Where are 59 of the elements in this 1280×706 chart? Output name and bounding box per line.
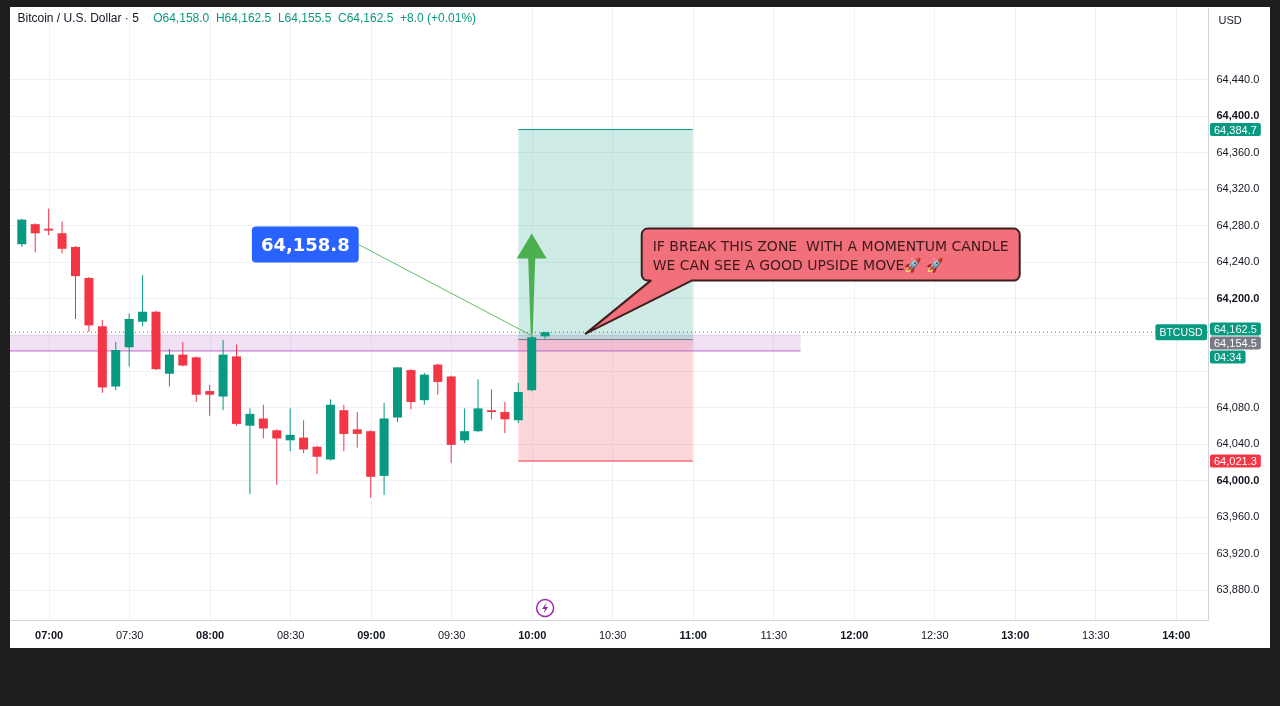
x-tick-label: 09:00	[357, 628, 386, 641]
candlestick	[272, 428, 282, 486]
x-tick-label: 10:00	[518, 628, 547, 641]
candlestick	[473, 378, 483, 433]
candlestick	[285, 407, 295, 452]
y-axis-title: USD	[1218, 13, 1242, 26]
x-tick-label: 08:30	[276, 628, 305, 641]
candlestick	[164, 348, 174, 388]
candlestick	[500, 401, 510, 434]
y-tick-label: 64,360.0	[1216, 145, 1260, 158]
candlestick	[258, 404, 268, 439]
y-tick-label: 64,440.0	[1216, 72, 1260, 85]
y-tick-label: 64,162.5	[1214, 322, 1257, 335]
y-tick-label: 64,320.0	[1216, 182, 1260, 195]
candlestick	[339, 404, 349, 452]
x-tick-label: 07:00	[35, 628, 64, 641]
x-tick-label: 12:30	[921, 628, 949, 641]
x-tick-label: 13:30	[1082, 628, 1110, 641]
x-tick-label: 08:00	[196, 628, 225, 641]
candlestick	[433, 363, 443, 396]
y-tick-label: 64,040.0	[1216, 437, 1260, 450]
x-tick-label: 11:30	[760, 628, 788, 641]
y-tick-label: 64,384.7	[1214, 123, 1257, 136]
x-tick-label: 09:30	[437, 628, 466, 641]
y-tick-label: 64,240.0	[1216, 255, 1260, 268]
y-tick-label: 64,400.0	[1216, 109, 1260, 122]
annotation: 64,158.8	[260, 234, 350, 256]
candlestick	[138, 274, 148, 327]
x-tick-label: 07:30	[115, 628, 144, 641]
candlestick	[352, 411, 362, 449]
candlestick	[460, 407, 470, 444]
y-tick-label: 63,880.0	[1216, 583, 1260, 596]
x-tick-label: 11:00	[679, 628, 707, 641]
y-tick-label: 63,920.0	[1216, 546, 1260, 559]
y-tick-label: 64,154.5	[1214, 336, 1257, 349]
ref-line-label: BTCUSD	[1159, 326, 1203, 339]
y-tick-label: 63,960.0	[1216, 510, 1260, 523]
chart-title: Bitcoin / U.S. Dollar · 5	[17, 11, 140, 25]
x-tick-label: 13:00	[1001, 628, 1030, 641]
candlestick	[486, 388, 496, 420]
candlestick	[205, 384, 215, 417]
x-tick-label: 10:30	[598, 628, 627, 641]
y-tick-label: 64,000.0	[1216, 473, 1260, 486]
candlestick	[299, 419, 309, 454]
chart-subtitle: O64,158.0 H64,162.5 L64,155.5 C64,162.5 +8.0 (+0.01%)	[153, 11, 477, 25]
x-tick-label: 12:00	[840, 628, 869, 641]
candlestick	[44, 208, 54, 236]
text: 04:34	[1214, 350, 1242, 363]
y-tick-label: 64,200.0	[1216, 291, 1260, 304]
candlestick	[245, 407, 255, 495]
x-tick-label: 14:00	[1162, 628, 1191, 641]
annotation: IF BREAK THIS ZONE WITH A MOMENTUM CANDLE WE CAN SEE A GOOD UPSIDE MOVE🚀 🚀	[652, 237, 1009, 274]
y-tick-label: 64,280.0	[1216, 218, 1260, 231]
candlestick	[312, 445, 322, 475]
candlestick	[30, 222, 40, 253]
candlestick	[178, 341, 188, 367]
y-tick-label: 64,021.3	[1214, 455, 1257, 468]
candlestick	[57, 220, 67, 254]
y-tick-label: 64,080.0	[1216, 400, 1260, 413]
